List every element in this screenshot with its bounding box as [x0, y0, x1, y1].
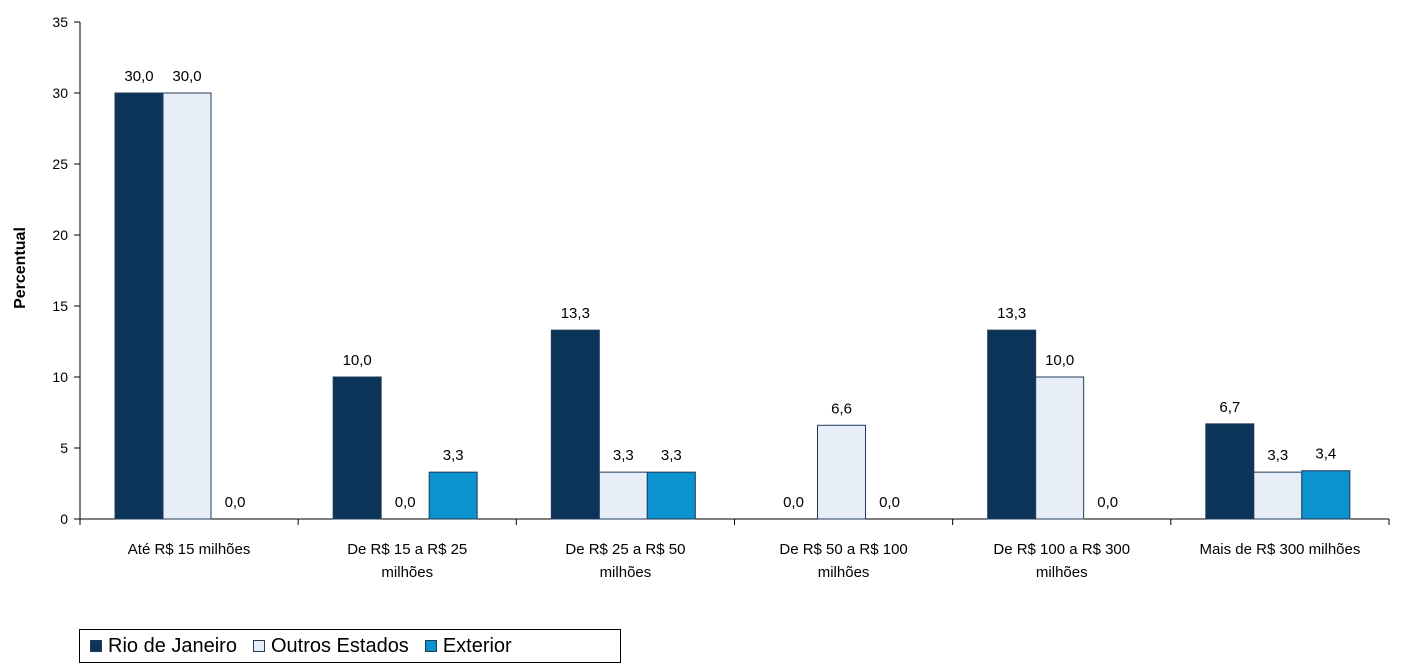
legend-swatch-outros-estados — [252, 640, 265, 652]
y-tick-label: 5 — [60, 440, 68, 456]
bar-rio-de-janeiro-5 — [987, 329, 1037, 520]
data-label-rio-de-janeiro-5: 13,3 — [997, 305, 1026, 322]
legend: Rio de Janeiro Outros Estados Exterior — [79, 629, 621, 663]
data-label-exterior-4: 0,0 — [879, 494, 900, 511]
category-label-4: De R$ 50 a R$ 100 — [779, 541, 907, 558]
bar-rio-de-janeiro-6 — [1205, 423, 1255, 520]
category-label-2: milhões — [381, 564, 433, 581]
category-label-4: milhões — [818, 564, 870, 581]
data-label-rio-de-janeiro-6: 6,7 — [1219, 399, 1240, 416]
bar-exterior-2 — [428, 471, 478, 520]
bar-outros-estados-6 — [1253, 471, 1303, 520]
y-tick-label: 0 — [60, 511, 68, 527]
data-label-outros-estados-1: 30,0 — [172, 68, 201, 85]
category-label-5: De R$ 100 a R$ 300 — [993, 541, 1130, 558]
legend-item-exterior: Exterior — [424, 634, 512, 658]
bar-rio-de-janeiro-2 — [332, 376, 382, 520]
y-tick-label: 15 — [52, 298, 68, 314]
y-tick-label: 30 — [52, 85, 68, 101]
bar-outros-estados-5 — [1035, 376, 1085, 520]
data-label-rio-de-janeiro-4: 0,0 — [783, 494, 804, 511]
y-tick-label: 25 — [52, 156, 68, 172]
bar-rio-de-janeiro-3 — [550, 329, 600, 520]
legend-label: Exterior — [442, 634, 512, 657]
legend-swatch-rio-de-janeiro — [90, 640, 102, 652]
legend-item-rio-de-janeiro: Rio de Janeiro — [90, 635, 237, 658]
data-label-exterior-5: 0,0 — [1097, 494, 1118, 511]
y-axis-label: Percentual — [12, 227, 29, 309]
data-label-rio-de-janeiro-1: 30,0 — [124, 68, 153, 85]
data-label-outros-estados-4: 6,6 — [831, 400, 852, 417]
category-label-2: De R$ 15 a R$ 25 — [347, 541, 467, 558]
y-tick-label: 35 — [52, 14, 68, 30]
category-label-5: milhões — [1036, 564, 1088, 581]
bar-rio-de-janeiro-1 — [114, 92, 164, 520]
data-label-outros-estados-2: 0,0 — [395, 494, 416, 511]
data-label-outros-estados-5: 10,0 — [1045, 352, 1074, 369]
x-axis — [79, 518, 1390, 525]
legend-swatch-exterior — [424, 640, 437, 652]
legend-label: Outros Estados — [270, 634, 409, 657]
bar-exterior-3 — [646, 471, 696, 520]
category-labels: Até R$ 15 milhões De R$ 15 a R$ 25 milhões… — [128, 541, 1361, 581]
data-label-rio-de-janeiro-3: 13,3 — [561, 305, 590, 322]
bar-exterior-6 — [1301, 470, 1351, 520]
category-label-6: Mais de R$ 300 milhões — [1199, 541, 1360, 558]
bar-outros-estados-4 — [817, 424, 866, 520]
data-label-exterior-2: 3,3 — [443, 447, 464, 464]
data-label-exterior-6: 3,4 — [1315, 446, 1336, 463]
y-tick-label: 10 — [52, 369, 68, 385]
data-label-exterior-3: 3,3 — [661, 447, 682, 464]
data-label-exterior-1: 0,0 — [225, 494, 246, 511]
y-tick-label: 20 — [52, 227, 68, 243]
bar-outros-estados-1 — [162, 92, 212, 520]
y-axis: 0 5 10 15 20 25 30 35 — [52, 14, 81, 527]
category-label-3: De R$ 25 a R$ 50 — [565, 541, 685, 558]
bar-chart: Percentual 0 5 10 15 20 25 30 35 30,0 10,0 13,3 0,… — [12, 14, 1390, 581]
data-label-outros-estados-3: 3,3 — [613, 447, 634, 464]
data-label-rio-de-janeiro-2: 10,0 — [343, 352, 372, 369]
data-label-outros-estados-6: 3,3 — [1267, 447, 1288, 464]
category-label-1: Até R$ 15 milhões — [128, 541, 251, 558]
category-label-3: milhões — [600, 564, 652, 581]
bars — [114, 92, 1351, 520]
data-labels: 30,0 10,0 13,3 0,0 13,3 6,7 30,0 0,0 3,3 6,6 10,0 3… — [124, 68, 1336, 511]
legend-label: Rio de Janeiro — [108, 634, 237, 657]
legend-item-outros-estados: Outros Estados — [252, 634, 409, 658]
bar-outros-estados-3 — [598, 471, 648, 520]
